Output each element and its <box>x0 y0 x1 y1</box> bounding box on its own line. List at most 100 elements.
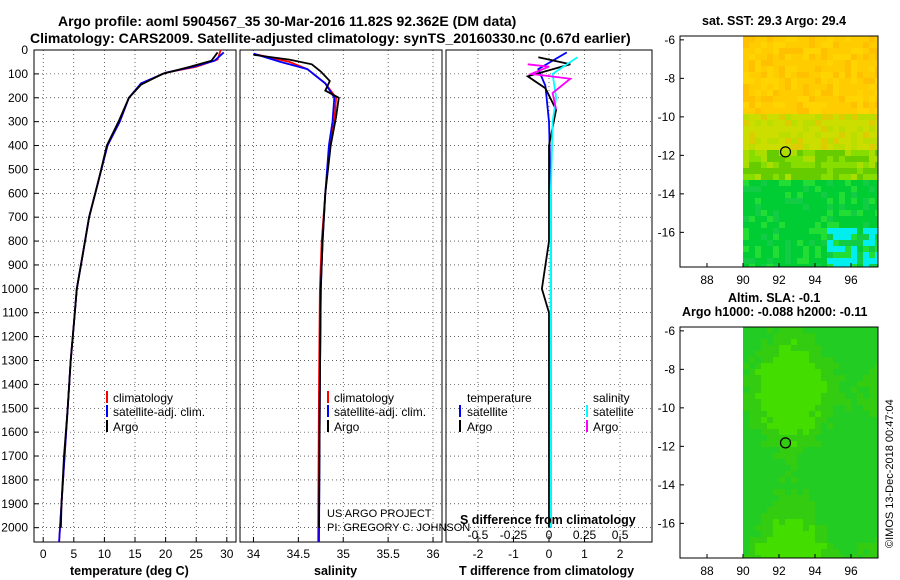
map-cell <box>743 345 749 351</box>
map-cell <box>863 537 869 543</box>
map-cell <box>809 489 815 495</box>
map-cell <box>815 405 821 411</box>
map-cell <box>749 381 755 387</box>
map-cell <box>863 186 869 192</box>
map-cell <box>863 327 869 333</box>
map-cell <box>791 327 797 333</box>
map-cell <box>869 180 875 186</box>
map-cell <box>863 387 869 393</box>
map-cell <box>773 150 779 156</box>
map-cell <box>827 216 833 222</box>
map-cell <box>803 435 809 441</box>
map-cell <box>785 78 791 84</box>
map-cell <box>785 477 791 483</box>
map-y-tick-label: -8 <box>664 71 675 85</box>
map-cell <box>797 36 803 42</box>
map-cell <box>803 369 809 375</box>
map-cell <box>863 210 869 216</box>
s-tick-label: -0.25 <box>500 528 528 542</box>
map-cell <box>839 441 845 447</box>
map-cell <box>839 471 845 477</box>
map-cell <box>785 369 791 375</box>
map-cell <box>839 399 845 405</box>
map-cell <box>875 180 878 186</box>
map-cell <box>833 507 839 513</box>
map-cell <box>863 204 869 210</box>
map-cell <box>833 192 839 198</box>
map-cell <box>773 144 779 150</box>
map-cell <box>791 417 797 423</box>
map-cell <box>749 477 755 483</box>
map-cell <box>761 411 767 417</box>
map-cell <box>761 483 767 489</box>
map-cell <box>803 216 809 222</box>
map-cell <box>779 36 785 42</box>
map-cell <box>773 531 779 537</box>
map-cell <box>767 405 773 411</box>
map-cell <box>743 168 749 174</box>
map-cell <box>827 501 833 507</box>
map-cell <box>845 246 851 252</box>
map-cell <box>875 240 878 246</box>
map-cell <box>827 543 833 549</box>
map-cell <box>815 345 821 351</box>
map-cell <box>851 54 857 60</box>
map-cell <box>779 102 785 108</box>
map-cell <box>815 543 821 549</box>
map-cell <box>761 381 767 387</box>
map-cell <box>743 216 749 222</box>
legend-satellite: satellite-adj. clim. <box>113 405 205 419</box>
map-cell <box>839 435 845 441</box>
map-cell <box>761 495 767 501</box>
map-cell <box>785 489 791 495</box>
map-cell <box>773 198 779 204</box>
map-cell <box>743 78 749 84</box>
map-cell <box>869 411 875 417</box>
map-cell <box>803 84 809 90</box>
map-cell <box>785 240 791 246</box>
map-cell <box>773 204 779 210</box>
map-cell <box>827 162 833 168</box>
map-cell <box>779 525 785 531</box>
map-cell <box>839 357 845 363</box>
map-cell <box>803 174 809 180</box>
map-cell <box>851 174 857 180</box>
map-cell <box>803 234 809 240</box>
map-cell <box>839 252 845 258</box>
map-cell <box>803 72 809 78</box>
map-cell <box>839 345 845 351</box>
map-cell <box>875 96 878 102</box>
map-cell <box>863 258 869 264</box>
map-cell <box>743 228 749 234</box>
map-cell <box>779 246 785 252</box>
map-cell <box>755 453 761 459</box>
map-cell <box>815 411 821 417</box>
map-cell <box>839 405 845 411</box>
map-cell <box>785 186 791 192</box>
map-cell <box>809 393 815 399</box>
map-cell <box>767 240 773 246</box>
map-cell <box>743 555 749 558</box>
map-cell <box>863 240 869 246</box>
map-cell <box>803 549 809 555</box>
map-cell <box>779 345 785 351</box>
map-cell <box>869 555 875 558</box>
map-cell <box>797 126 803 132</box>
map-cell <box>869 216 875 222</box>
map-cell <box>809 138 815 144</box>
map-cell <box>779 393 785 399</box>
map-cell <box>785 150 791 156</box>
map-cell <box>833 327 839 333</box>
map-cell <box>839 531 845 537</box>
map-cell <box>839 264 845 267</box>
map-cell <box>827 549 833 555</box>
map-cell <box>797 168 803 174</box>
map-cell <box>803 162 809 168</box>
map-cell <box>845 258 851 264</box>
map-cell <box>785 411 791 417</box>
map-cell <box>869 168 875 174</box>
map-cell <box>845 252 851 258</box>
map-cell <box>851 264 857 267</box>
map-cell <box>875 531 878 537</box>
map-cell <box>767 186 773 192</box>
